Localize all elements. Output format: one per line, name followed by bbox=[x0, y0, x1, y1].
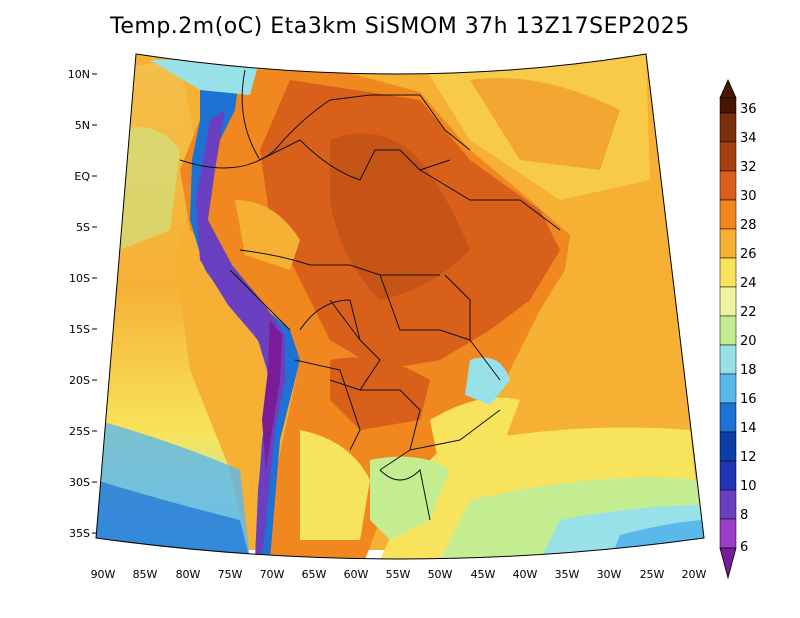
lon-label: 20W bbox=[682, 568, 707, 581]
colorbar-swatch bbox=[719, 344, 737, 375]
map-title: Temp.2m(oC) Eta3km SiSMOM 37h 13Z17SEP20… bbox=[110, 14, 690, 39]
colorbar-label: 8 bbox=[740, 508, 748, 523]
lat-label: 5N bbox=[75, 119, 90, 132]
lon-label: 35W bbox=[555, 568, 580, 581]
pampas-mild bbox=[300, 430, 370, 540]
colorbar: 36 34 32 30 28 26 24 22 20 18 16 14 12 1… bbox=[719, 79, 757, 580]
lon-label: 60W bbox=[344, 568, 369, 581]
colorbar-swatch bbox=[719, 402, 737, 433]
country-borders bbox=[179, 69, 561, 521]
lon-label: 40W bbox=[513, 568, 538, 581]
colorbar-label: 20 bbox=[740, 334, 757, 349]
colorbar-swatch bbox=[719, 373, 737, 404]
colorbar-label: 36 bbox=[740, 102, 757, 117]
colorbar-label: 6 bbox=[740, 540, 748, 555]
lat-label: 35S bbox=[69, 527, 90, 540]
altiplano-coldest bbox=[262, 320, 282, 470]
colorbar-label: 24 bbox=[740, 276, 757, 291]
colorbar-label: 14 bbox=[740, 421, 757, 436]
latitude-axis: 10N 5N EQ 5S 10S 15S 20S 25S 30S 35S bbox=[68, 68, 97, 540]
colorbar-swatch bbox=[719, 199, 737, 230]
lat-label: 10N bbox=[68, 68, 90, 81]
lon-label: 85W bbox=[133, 568, 158, 581]
colorbar-swatch bbox=[719, 97, 737, 114]
equatorial-atlantic-warm bbox=[470, 78, 620, 170]
lon-label: 80W bbox=[176, 568, 201, 581]
lon-label: 45W bbox=[471, 568, 496, 581]
colorbar-swatch bbox=[719, 518, 737, 549]
colorbar-swatch bbox=[719, 228, 737, 259]
colorbar-label: 18 bbox=[740, 363, 757, 378]
colorbar-label: 10 bbox=[740, 479, 757, 494]
lon-label: 30W bbox=[597, 568, 622, 581]
lat-label: 5S bbox=[76, 221, 90, 234]
colorbar-top-arrow bbox=[719, 79, 737, 99]
colorbar-label: 12 bbox=[740, 450, 757, 465]
colorbar-label: 22 bbox=[740, 305, 757, 320]
colorbar-label: 34 bbox=[740, 131, 757, 146]
colorbar-swatch bbox=[719, 257, 737, 288]
map-frame bbox=[95, 53, 705, 560]
colorbar-label: 30 bbox=[740, 189, 757, 204]
south-pacific-colder bbox=[96, 480, 250, 559]
colorbar-swatch bbox=[719, 460, 737, 491]
colorbar-bottom-arrow bbox=[719, 547, 737, 580]
lon-label: 50W bbox=[428, 568, 453, 581]
colorbar-swatch bbox=[719, 286, 737, 317]
colorbar-label: 26 bbox=[740, 247, 757, 262]
minas-cool bbox=[465, 357, 510, 405]
lon-label: 55W bbox=[386, 568, 411, 581]
colorbar-label: 16 bbox=[740, 392, 757, 407]
colorbar-swatch bbox=[719, 141, 737, 172]
lon-label: 70W bbox=[260, 568, 285, 581]
lat-label: EQ bbox=[74, 170, 90, 183]
lat-label: 10S bbox=[69, 272, 90, 285]
colorbar-swatch bbox=[719, 431, 737, 462]
colorbar-swatch bbox=[719, 112, 737, 143]
southeast-mild bbox=[430, 397, 520, 470]
map-field bbox=[96, 54, 704, 559]
lon-label: 25W bbox=[640, 568, 665, 581]
hot-core bbox=[330, 133, 470, 300]
colorbar-label: 32 bbox=[740, 160, 757, 175]
lon-label: 90W bbox=[91, 568, 116, 581]
colorbar-label: 28 bbox=[740, 218, 757, 233]
andes-colder bbox=[196, 110, 285, 559]
lon-label: 65W bbox=[302, 568, 327, 581]
north-andes-cool bbox=[150, 58, 260, 95]
lat-label: 15S bbox=[69, 323, 90, 336]
west-amazon-mild bbox=[235, 200, 300, 270]
colorbar-swatch bbox=[719, 170, 737, 201]
lat-label: 30S bbox=[69, 476, 90, 489]
colorbar-swatch bbox=[719, 489, 737, 520]
lon-label: 75W bbox=[218, 568, 243, 581]
lat-label: 25S bbox=[69, 425, 90, 438]
longitude-axis: 90W 85W 80W 75W 70W 65W 60W 55W 50W 45W … bbox=[91, 568, 707, 581]
lat-label: 20S bbox=[69, 374, 90, 387]
hot-interior bbox=[260, 80, 560, 370]
chaco-hot bbox=[330, 357, 430, 430]
colorbar-swatch bbox=[719, 315, 737, 346]
